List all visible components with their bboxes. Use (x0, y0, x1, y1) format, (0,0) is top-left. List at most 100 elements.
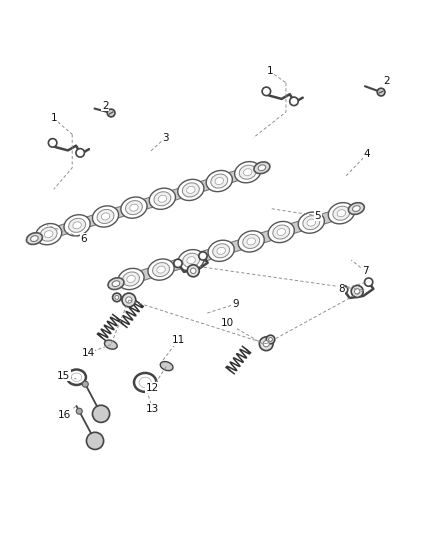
Ellipse shape (235, 161, 261, 183)
Ellipse shape (178, 179, 204, 200)
Ellipse shape (40, 227, 57, 241)
Text: 11: 11 (172, 335, 185, 345)
Circle shape (187, 265, 199, 277)
Text: 8: 8 (338, 284, 345, 294)
Ellipse shape (134, 373, 156, 392)
Text: 1: 1 (50, 114, 57, 124)
Circle shape (339, 286, 348, 294)
Text: 13: 13 (146, 404, 159, 414)
Ellipse shape (157, 266, 165, 273)
Ellipse shape (73, 222, 81, 229)
Ellipse shape (182, 183, 199, 197)
Ellipse shape (158, 195, 166, 203)
Ellipse shape (121, 197, 147, 218)
Circle shape (364, 278, 373, 286)
Circle shape (107, 109, 115, 117)
Ellipse shape (67, 369, 86, 385)
Ellipse shape (148, 259, 174, 280)
Ellipse shape (337, 209, 346, 217)
Text: 1: 1 (266, 66, 273, 76)
Text: 3: 3 (162, 133, 169, 143)
Ellipse shape (97, 209, 114, 223)
Ellipse shape (277, 229, 286, 236)
Text: 5: 5 (314, 211, 321, 221)
Ellipse shape (104, 340, 117, 349)
Text: 10: 10 (221, 318, 234, 328)
Ellipse shape (217, 247, 226, 254)
Ellipse shape (307, 219, 315, 226)
Circle shape (377, 88, 385, 96)
Text: 14: 14 (81, 348, 95, 358)
Ellipse shape (303, 216, 320, 230)
Ellipse shape (130, 204, 138, 211)
Circle shape (351, 285, 363, 297)
Text: 2: 2 (102, 101, 109, 110)
Ellipse shape (213, 244, 230, 258)
Ellipse shape (139, 377, 151, 387)
Ellipse shape (92, 206, 119, 227)
Ellipse shape (333, 206, 350, 220)
Circle shape (122, 293, 136, 307)
Ellipse shape (328, 203, 354, 224)
Ellipse shape (187, 257, 195, 264)
Ellipse shape (187, 187, 195, 193)
Ellipse shape (127, 276, 135, 282)
Circle shape (262, 87, 271, 95)
Text: 7: 7 (362, 266, 368, 276)
Circle shape (92, 405, 110, 423)
Text: 9: 9 (233, 299, 240, 309)
Circle shape (86, 432, 104, 449)
Ellipse shape (71, 373, 81, 382)
Circle shape (48, 139, 57, 147)
Ellipse shape (215, 177, 223, 184)
Ellipse shape (26, 233, 42, 245)
Polygon shape (114, 204, 358, 288)
Ellipse shape (243, 235, 260, 248)
Ellipse shape (69, 219, 85, 232)
Text: 6: 6 (81, 233, 87, 244)
Ellipse shape (118, 269, 144, 289)
Circle shape (174, 259, 182, 268)
Text: 2: 2 (383, 76, 390, 86)
Ellipse shape (348, 203, 364, 214)
Ellipse shape (112, 281, 120, 287)
Ellipse shape (353, 206, 360, 212)
Text: 4: 4 (364, 149, 371, 159)
Circle shape (126, 297, 132, 303)
Circle shape (268, 337, 272, 342)
Circle shape (199, 252, 207, 260)
Circle shape (290, 97, 298, 106)
Circle shape (82, 381, 88, 387)
Circle shape (191, 268, 196, 273)
Ellipse shape (123, 272, 139, 286)
Ellipse shape (160, 361, 173, 370)
Circle shape (115, 295, 119, 300)
Circle shape (263, 341, 269, 347)
Text: 12: 12 (146, 383, 159, 392)
Ellipse shape (273, 225, 290, 239)
Ellipse shape (258, 165, 266, 171)
Ellipse shape (239, 165, 256, 179)
Ellipse shape (206, 171, 232, 192)
Ellipse shape (35, 223, 62, 245)
Ellipse shape (44, 231, 53, 238)
Ellipse shape (108, 278, 124, 289)
Ellipse shape (101, 213, 110, 220)
Ellipse shape (152, 263, 170, 277)
Ellipse shape (126, 200, 142, 215)
Polygon shape (33, 163, 263, 244)
Ellipse shape (183, 253, 200, 267)
Circle shape (76, 408, 82, 414)
Ellipse shape (154, 192, 171, 206)
Circle shape (354, 289, 360, 294)
Circle shape (76, 149, 85, 157)
Ellipse shape (208, 240, 234, 261)
Ellipse shape (64, 215, 90, 236)
Text: 16: 16 (58, 409, 71, 419)
Circle shape (266, 335, 275, 344)
Ellipse shape (238, 231, 264, 252)
Ellipse shape (149, 188, 176, 209)
Ellipse shape (268, 221, 294, 243)
Ellipse shape (178, 249, 204, 271)
Ellipse shape (254, 162, 270, 174)
